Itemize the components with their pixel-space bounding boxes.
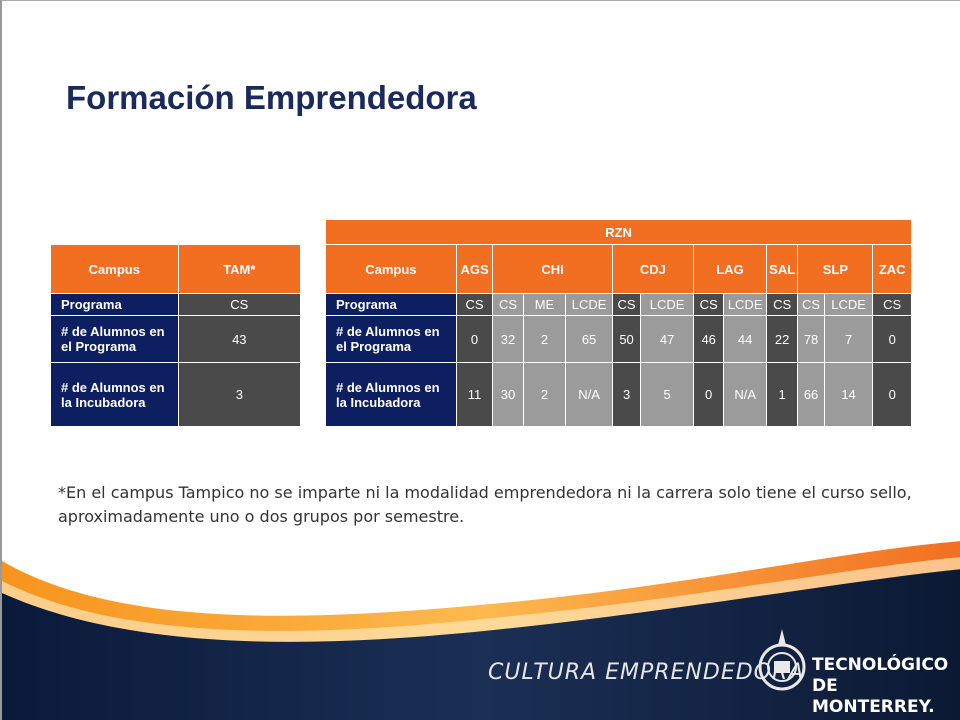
programa-value: CS [177,293,302,316]
programa-cell: ME [522,293,567,316]
programa-cell: LCDE [565,293,613,316]
alumnos-incubadora-cell: 66 [797,362,825,427]
alumnos-programa-label: # de Alumnos en el Programa [325,315,457,363]
programa-cell: CS [797,293,825,316]
programa-cell: CS [692,293,725,316]
tam-header: TAM* [177,244,302,294]
region-header: RZN [325,219,912,245]
programa-cell: LCDE [640,293,694,316]
programa-cell: CS [492,293,524,316]
brand-line2: DE MONTERREY. [812,676,935,717]
alumnos-programa-cell: 78 [797,315,825,363]
alumnos-programa-label: # de Alumnos en el Programa [50,315,179,363]
footer-background [2,541,960,720]
alumnos-programa-cell: 22 [765,315,799,363]
alumnos-incubadora-cell: 2 [522,362,567,427]
alumnos-incubadora-cell: 1 [765,362,799,427]
programa-label: Programa [50,293,179,316]
alumnos-programa-cell: 46 [692,315,725,363]
tam-table: Campus TAM* Programa CS # de Alumnos en … [50,244,302,427]
rzn-table: RZN Campus AGS CHI CDJ LAG SAL SLP ZAC P… [325,219,912,427]
alumnos-incubadora-cell: 30 [492,362,524,427]
programa-cell: CS [765,293,799,316]
campus-ags: AGS [455,244,494,294]
campus-slp: SLP [797,244,874,294]
alumnos-programa-cell: 44 [723,315,767,363]
alumnos-incubadora-cell: N/A [565,362,613,427]
campus-cdj: CDJ [611,244,694,294]
alumnos-incubadora-cell: 11 [455,362,494,427]
campus-sal: SAL [765,244,799,294]
alumnos-programa-cell: 47 [640,315,694,363]
alumnos-incubadora-cell: 14 [823,362,874,427]
programa-cell: CS [611,293,642,316]
tec-seal-icon [758,629,806,691]
programa-cell: CS [872,293,912,316]
programa-label: Programa [325,293,457,316]
tec-brand: TECNOLÓGICO DE MONTERREY. [812,655,960,718]
footer-tagline: CULTURA EMPRENDEDORA [488,660,805,685]
alumnos-incubadora-cell: 5 [640,362,694,427]
campus-header: Campus [325,244,457,294]
programa-cell: LCDE [823,293,874,316]
alumnos-incubadora-cell: 0 [872,362,912,427]
alumnos-programa-cell: 7 [823,315,874,363]
brand-line1: TECNOLÓGICO [812,655,949,675]
page-title: Formación Emprendedora [66,79,477,116]
campus-lag: LAG [692,244,767,294]
alumnos-programa-cell: 32 [492,315,524,363]
alumnos-programa-cell: 50 [611,315,642,363]
campus-chi: CHI [492,244,613,294]
footnote: *En el campus Tampico no se imparte ni l… [58,483,912,526]
alumnos-programa-value: 43 [177,315,302,363]
programa-cell: LCDE [723,293,767,316]
alumnos-incubadora-label: # de Alumnos en la Incubadora [50,362,179,427]
alumnos-incubadora-cell: 3 [611,362,642,427]
alumnos-incubadora-cell: 0 [692,362,725,427]
alumnos-programa-cell: 2 [522,315,567,363]
campus-header: Campus [50,244,179,294]
alumnos-incubadora-value: 3 [177,362,302,427]
alumnos-programa-cell: 65 [565,315,613,363]
alumnos-programa-cell: 0 [455,315,494,363]
programa-cell: CS [455,293,494,316]
alumnos-programa-cell: 0 [872,315,912,363]
campus-zac: ZAC [872,244,912,294]
alumnos-incubadora-label: # de Alumnos en la Incubadora [325,362,457,427]
alumnos-incubadora-cell: N/A [723,362,767,427]
